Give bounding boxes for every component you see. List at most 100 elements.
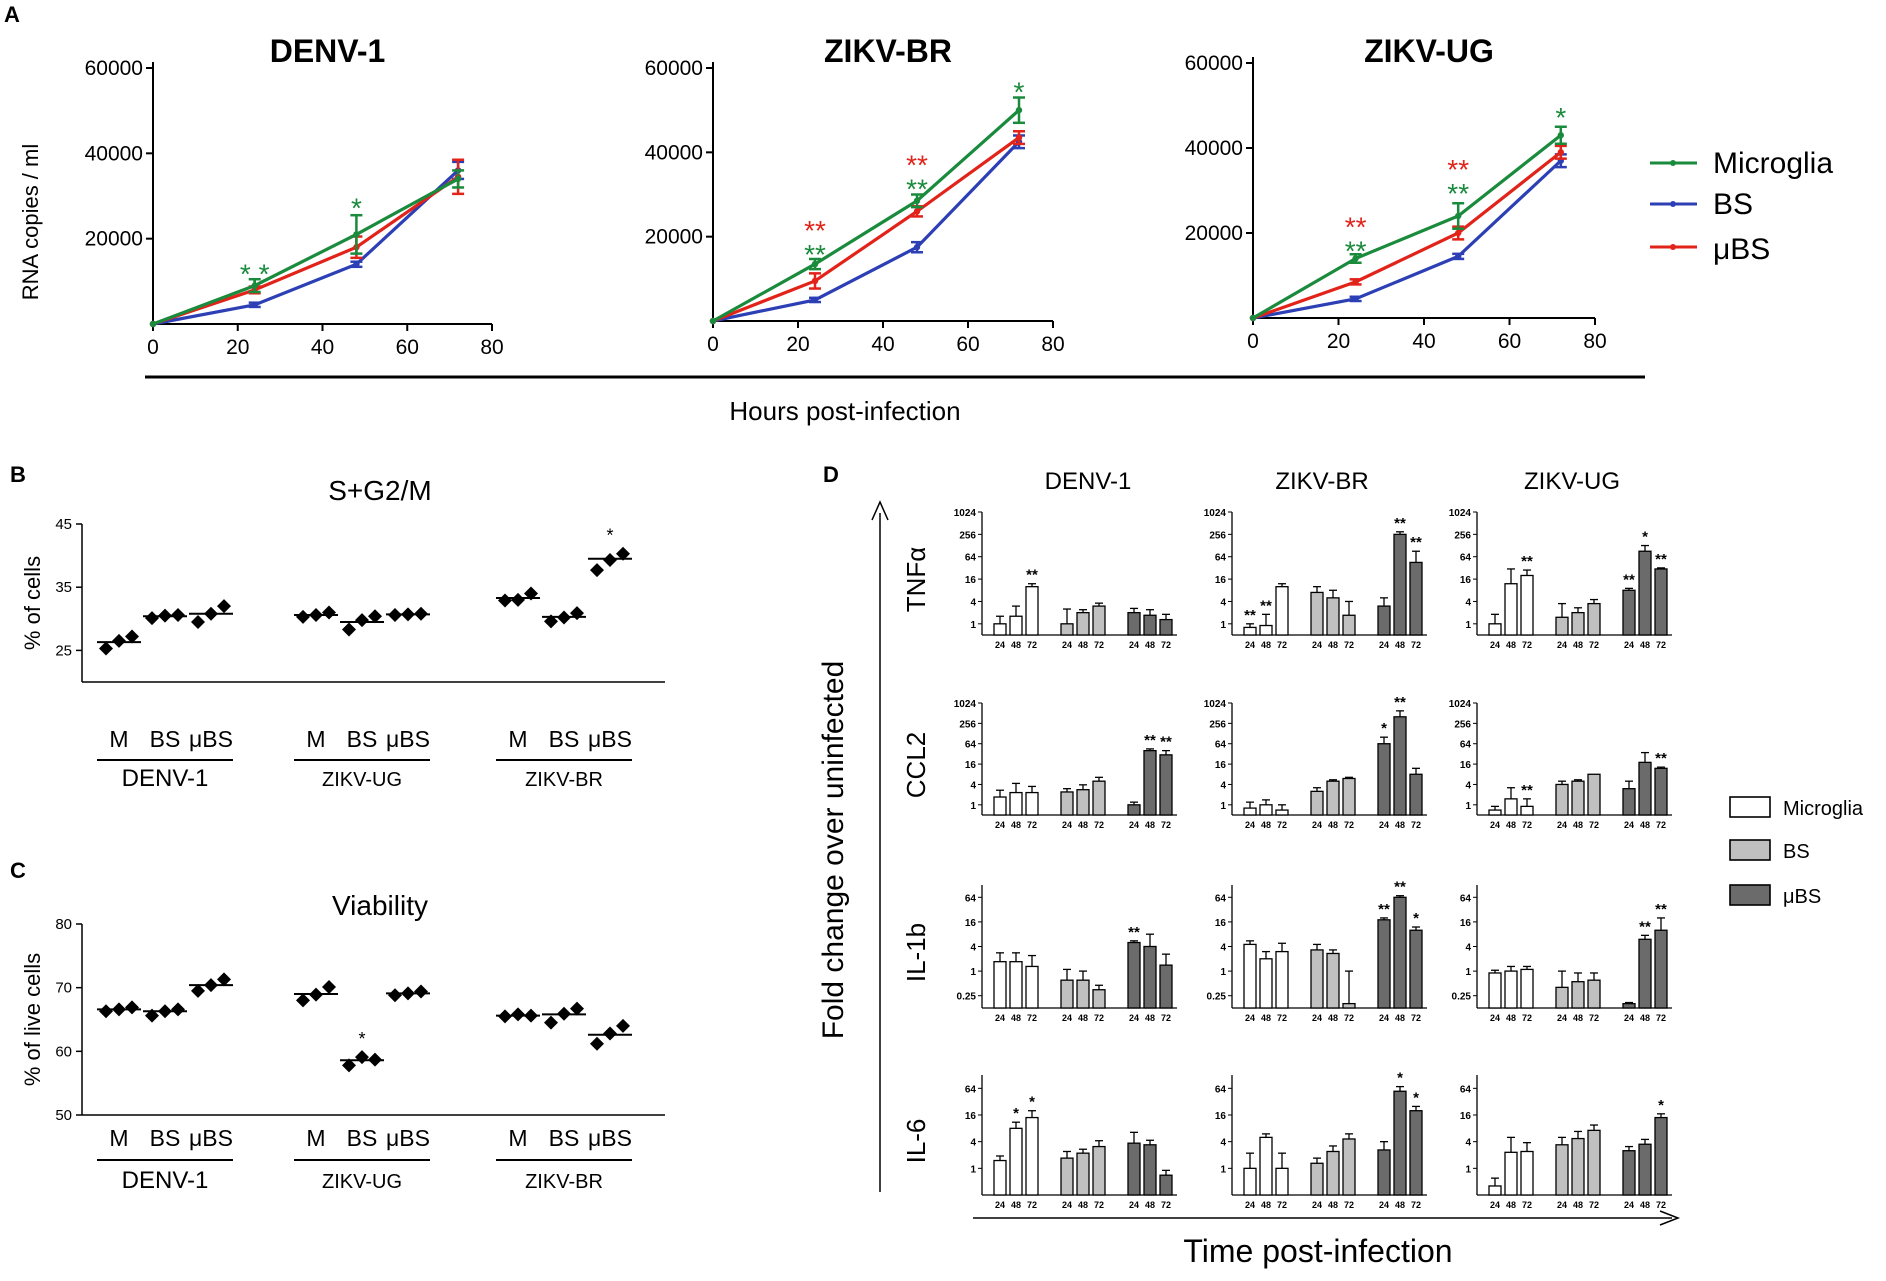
x-tick-label: 24 xyxy=(1062,640,1072,650)
data-point xyxy=(511,592,525,607)
data-point xyxy=(125,1000,139,1015)
chart-title: ZIKV-UG xyxy=(1364,33,1494,69)
bar xyxy=(1520,1150,1534,1196)
x-tick-label: 48 xyxy=(1573,1013,1583,1023)
category-label: BS xyxy=(549,726,580,752)
bar xyxy=(1638,550,1652,636)
x-tick-label: 24 xyxy=(1490,1200,1500,1210)
sig-star: ** xyxy=(1655,901,1667,918)
y-tick-label: 64 xyxy=(1215,893,1227,904)
x-tick-label: 72 xyxy=(1522,1200,1532,1210)
data-point xyxy=(171,608,185,623)
bar xyxy=(1622,1150,1636,1196)
bar xyxy=(1555,1144,1569,1196)
bar xyxy=(1342,1002,1356,1009)
bar xyxy=(1504,583,1518,636)
x-tick-label: 72 xyxy=(1094,820,1104,830)
x-tick-label: 24 xyxy=(1062,1013,1072,1023)
bar xyxy=(1076,1152,1090,1196)
category-label: M xyxy=(306,726,325,752)
sig-star-green: * xyxy=(1014,77,1025,108)
bar xyxy=(1159,964,1173,1009)
bar xyxy=(1638,761,1652,816)
x-tick-label: 72 xyxy=(1656,1013,1666,1023)
sig-star: * xyxy=(1029,1094,1035,1111)
data-point xyxy=(811,296,819,304)
group-label: DENV-1 xyxy=(122,765,209,792)
y-tick-label: 1 xyxy=(1465,620,1471,631)
y-tick-label: 16 xyxy=(965,760,977,771)
bar xyxy=(1504,970,1518,1009)
bar xyxy=(1571,981,1585,1009)
x-tick-label: 72 xyxy=(1656,1200,1666,1210)
x-tick-label: 48 xyxy=(1573,820,1583,830)
y-tick-label: 16 xyxy=(1460,575,1472,586)
sig-star: ** xyxy=(1244,607,1256,624)
x-tick-label: 24 xyxy=(995,1200,1005,1210)
category-label: BS xyxy=(347,726,378,752)
y-tick-label: 1 xyxy=(1220,967,1226,978)
sig-star: * xyxy=(1642,529,1648,546)
bar xyxy=(1275,586,1289,636)
x-tick-label: 48 xyxy=(1011,1200,1021,1210)
y-tick-label: 4 xyxy=(1465,943,1471,954)
category-label: BS xyxy=(549,1125,580,1151)
x-tick-label: 24 xyxy=(1245,820,1255,830)
x-tick-label: 24 xyxy=(1312,1200,1322,1210)
panel-label-b: B xyxy=(10,462,26,487)
bar xyxy=(1520,968,1534,1009)
data-point xyxy=(603,1026,617,1041)
data-point xyxy=(1557,149,1565,156)
bar xyxy=(1092,605,1106,636)
x-tick-label: 48 xyxy=(1011,1013,1021,1023)
x-tick-label: 48 xyxy=(1640,1013,1650,1023)
y-tick-label: 1 xyxy=(1220,620,1226,631)
y-tick-label: 64 xyxy=(1215,553,1227,564)
data-point xyxy=(251,301,258,308)
y-tick-label: 16 xyxy=(1215,760,1227,771)
data-point xyxy=(1455,212,1462,220)
y-tick-label: 70 xyxy=(55,980,72,997)
bar xyxy=(1076,789,1090,816)
bar xyxy=(1143,749,1157,816)
bar xyxy=(1555,986,1569,1009)
x-tick-label: 24 xyxy=(1245,1200,1255,1210)
x-tick-label: 72 xyxy=(1344,640,1354,650)
bar xyxy=(1504,798,1518,816)
x-tick-label: 24 xyxy=(1245,640,1255,650)
bar xyxy=(1127,941,1141,1009)
x-tick-label: 48 xyxy=(1261,1013,1271,1023)
bar xyxy=(1275,809,1289,816)
x-tick-label: 48 xyxy=(1328,820,1338,830)
sig-star-green: ** xyxy=(1447,178,1469,209)
series-line-μBS xyxy=(712,136,1020,323)
x-tick-label: 48 xyxy=(1506,1013,1516,1023)
y-tick-label: 16 xyxy=(965,918,977,929)
y-tick-label: 1024 xyxy=(1449,699,1472,710)
x-tick-label: 0 xyxy=(707,333,719,356)
sig-star-green: *.* xyxy=(240,258,270,289)
y-tick-label: 40000 xyxy=(645,141,703,164)
x-tick-label: 72 xyxy=(1161,820,1171,830)
x-tick-label: 72 xyxy=(1161,640,1171,650)
bar xyxy=(1310,1162,1324,1196)
sig-star: ** xyxy=(1026,567,1038,584)
bar xyxy=(1555,616,1569,636)
x-tick-label: 24 xyxy=(1129,820,1139,830)
sig-star: * xyxy=(1658,1097,1664,1114)
x-tick-label: 24 xyxy=(1379,1200,1389,1210)
x-tick-label: 48 xyxy=(1506,640,1516,650)
sig-star: * xyxy=(358,1029,365,1049)
data-point xyxy=(368,609,382,624)
sig-star: ** xyxy=(1623,571,1635,588)
sig-star-red: ** xyxy=(1345,212,1367,243)
bar xyxy=(1009,961,1023,1009)
bar xyxy=(1326,780,1340,816)
x-tick-label: 48 xyxy=(1395,640,1405,650)
x-tick-label: 72 xyxy=(1027,1013,1037,1023)
y-tick-label: 60000 xyxy=(85,57,143,80)
bar xyxy=(1393,896,1407,1009)
sig-star: ** xyxy=(1394,694,1406,711)
x-tick-label: 80 xyxy=(1041,333,1064,356)
x-tick-label: 72 xyxy=(1344,1200,1354,1210)
